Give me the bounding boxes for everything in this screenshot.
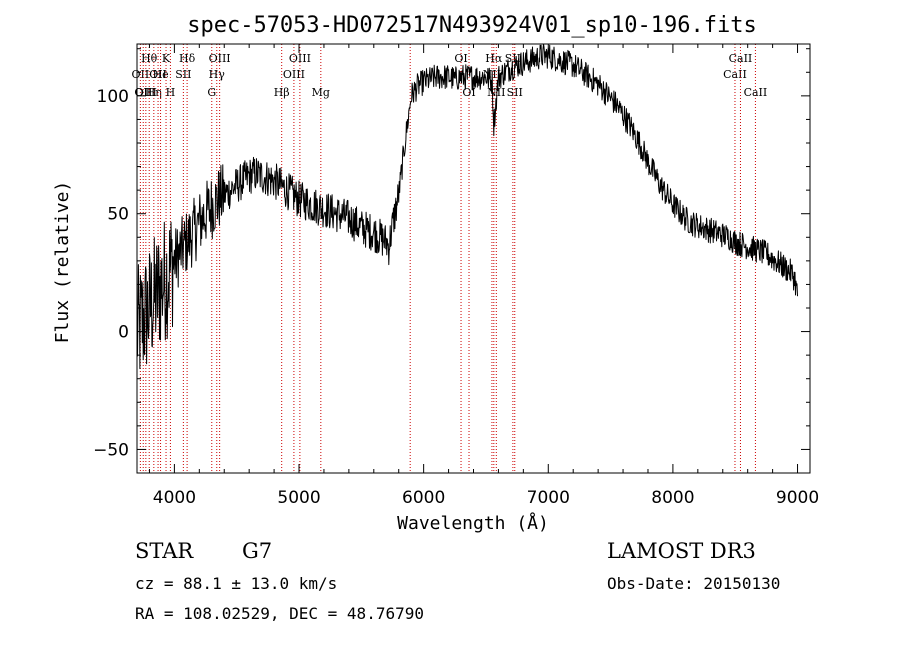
y-tick-label: −50 [93,440,129,460]
line-marker-label: SII [175,68,191,81]
y-tick-label: 0 [118,323,129,343]
x-tick-label: 7000 [527,488,570,508]
obs-date: Obs-Date: 20150130 [607,574,780,593]
line-marker-label: He [153,68,169,81]
line-marker-label: OIII [283,68,305,81]
line-marker-label: CaII [729,52,753,65]
y-tick-label: 100 [97,87,129,107]
line-marker-label: K [162,52,171,65]
chart-title: spec-57053-HD072517N493924V01_sp10-196.f… [187,13,757,38]
line-marker-label: OII [132,68,150,81]
line-marker-label: Hδ [179,52,196,65]
x-tick-label: 4000 [153,488,196,508]
object-subclass: G7 [242,539,272,563]
plot-frame [136,43,811,474]
line-marker-label: Mg [312,86,330,99]
line-marker-label: Hα [485,52,503,65]
line-marker-label: CaII [744,86,768,99]
axis-ticks: 4000 5000 6000 7000 8000 9000 −50 0 50 100 [93,44,819,508]
line-marker-label: SII [507,86,523,99]
line-marker-label: OIII [289,52,311,65]
line-marker-label: CaII [723,68,747,81]
line-marker-label: Hη [146,86,162,99]
line-marker-label: OII [149,68,167,81]
line-marker-label: OIII [209,52,231,65]
line-marker-label: OI [454,52,467,65]
line-marker-label: G [207,86,216,99]
flux-series [136,43,798,370]
y-tick-label: 50 [107,205,129,225]
line-markers: OIIOIIOIIIHθHηOIIHeKHSIIHδGHγOIIIHβOIIIO… [132,44,768,473]
line-marker-label: Hθ [141,52,158,65]
line-marker-label: H [166,86,176,99]
y-axis-label: Flux (relative) [52,181,73,344]
x-tick-label: 5000 [277,488,320,508]
ra-dec: RA = 108.02529, DEC = 48.76790 [135,604,424,623]
x-axis-label: Wavelength (Å) [397,512,549,534]
flux-line-0 [136,43,798,370]
x-tick-label: 8000 [651,488,694,508]
x-tick-label: 9000 [776,488,819,508]
redshift-cz: cz = 88.1 ± 13.0 km/s [135,574,337,593]
line-marker-label: Hβ [274,86,290,99]
x-tick-label: 6000 [402,488,445,508]
survey-label: LAMOST DR3 [607,539,756,563]
object-class: STAR [135,539,194,563]
line-marker-label: Hγ [209,68,226,81]
